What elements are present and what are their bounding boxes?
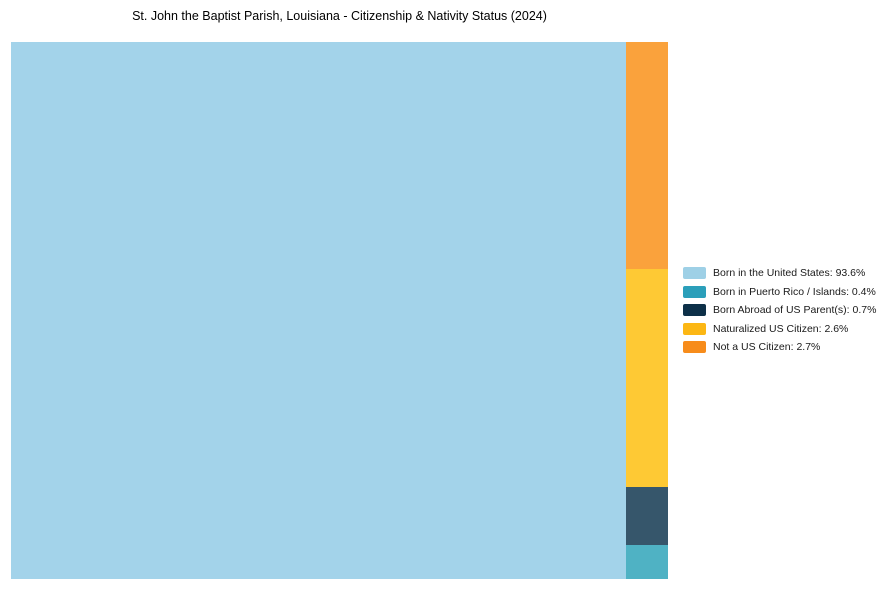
legend-item-born-in-the-united-states: Born in the United States: 93.6% [683,267,876,279]
legend-item-not-a-us-citizen: Not a US Citizen: 2.7% [683,341,876,353]
legend-swatch-born-in-puerto-rico-islands [683,285,706,298]
treemap-tile-born-in-the-united-states [11,42,626,579]
treemap-tile-born-in-puerto-rico-islands [625,545,668,579]
legend-label: Born Abroad of US Parent(s): 0.7% [713,304,877,316]
treemap-tile-not-a-us-citizen [625,42,668,269]
treemap-tile-born-abroad-of-us-parent-s [625,486,668,546]
legend-swatch-born-abroad-of-us-parent-s [683,304,706,316]
treemap [11,42,668,579]
legend: Born in the United States: 93.6% Born in … [683,267,876,360]
legend-swatch-born-in-the-united-states [683,267,706,279]
treemap-side-column [625,42,668,579]
legend-swatch-naturalized-us-citizen [683,322,706,335]
legend-item-born-in-puerto-rico-islands: Born in Puerto Rico / Islands: 0.4% [683,285,876,298]
treemap-tile-naturalized-us-citizen [625,268,668,487]
legend-label: Born in the United States: 93.6% [713,267,866,279]
legend-label: Born in Puerto Rico / Islands: 0.4% [713,285,876,298]
chart-title: St. John the Baptist Parish, Louisiana -… [132,9,547,23]
legend-swatch-not-a-us-citizen [683,341,706,353]
legend-item-born-abroad-of-us-parent-s: Born Abroad of US Parent(s): 0.7% [683,304,876,316]
legend-item-naturalized-us-citizen: Naturalized US Citizen: 2.6% [683,322,876,335]
legend-label: Naturalized US Citizen: 2.6% [713,322,849,335]
legend-label: Not a US Citizen: 2.7% [713,341,821,353]
